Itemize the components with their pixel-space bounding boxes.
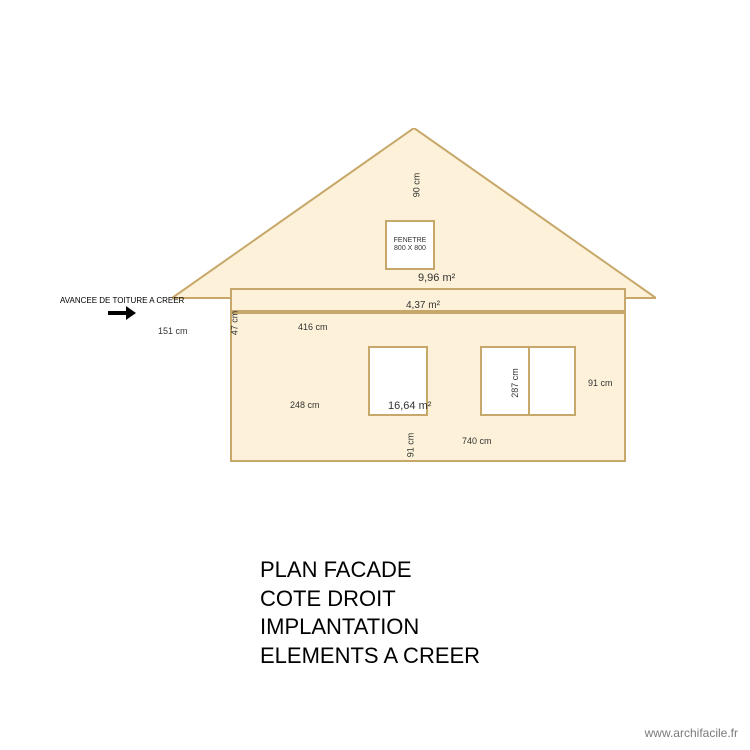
dim-overhang-height: 47 cm xyxy=(229,311,239,336)
roof-triangle xyxy=(172,128,656,300)
dim-bottom-width: 740 cm xyxy=(462,436,492,446)
dim-overhang-width: 416 cm xyxy=(298,322,328,332)
dim-bottom-gap: 91 cm xyxy=(405,433,415,458)
title-line1: PLAN FACADE xyxy=(260,556,480,585)
attic-window-label2: 800 X 800 xyxy=(394,245,426,253)
facade-diagram: 90 cm FENETRE 800 X 800 9,96 m² 4,37 m² … xyxy=(0,0,750,750)
title-block: PLAN FACADE COTE DROIT IMPLANTATION ELEM… xyxy=(260,556,480,670)
title-line3: IMPLANTATION xyxy=(260,613,480,642)
dim-roof-extension: 151 cm xyxy=(158,326,188,336)
title-line2: COTE DROIT xyxy=(260,585,480,614)
area-attic: 9,96 m² xyxy=(418,272,455,284)
area-overhang: 4,37 m² xyxy=(406,300,440,311)
dim-apex-height: 90 cm xyxy=(411,173,421,198)
attic-window: FENETRE 800 X 800 xyxy=(385,220,435,270)
window-double xyxy=(480,346,576,416)
dim-right-span: 91 cm xyxy=(588,378,613,388)
title-line4: ELEMENTS A CREER xyxy=(260,642,480,671)
dim-wall-height: 287 cm xyxy=(510,368,520,398)
roof-extension-note: AVANCEE DE TOITURE A CREER xyxy=(60,296,184,305)
attic-window-label1: FENETRE xyxy=(394,237,427,245)
watermark: www.archifacile.fr xyxy=(645,726,738,740)
arrow-right-icon xyxy=(108,306,136,325)
dim-left-span: 248 cm xyxy=(290,400,320,410)
window-mullion xyxy=(528,348,530,414)
area-main-wall: 16,64 m² xyxy=(388,400,431,412)
